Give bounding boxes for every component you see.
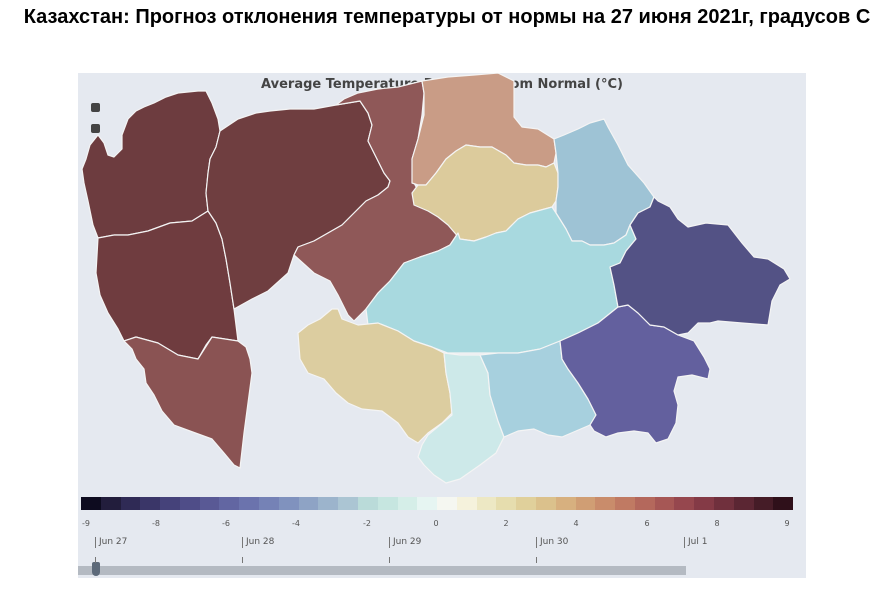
colorbar-swatch (278, 497, 299, 510)
colorbar-swatch (476, 497, 497, 510)
colorbar-swatch (694, 497, 714, 510)
colorbar-swatch (555, 497, 576, 510)
colorbar-swatch (377, 497, 398, 510)
page-title: Казахстан: Прогноз отклонения температур… (23, 6, 871, 28)
slider-date-label[interactable]: Jul 1 (684, 537, 707, 548)
colorbar-swatch (298, 497, 319, 510)
colorbar-swatch (357, 497, 378, 510)
colorbar-swatch (595, 497, 616, 510)
colorbar-tick-label: -4 (292, 519, 300, 528)
colorbar-swatch (179, 497, 200, 510)
colorbar-tick-label: -2 (363, 519, 371, 528)
colorbar-tick-label: 9 (784, 519, 790, 528)
choropleth-map (81, 73, 791, 484)
colorbar-swatch (318, 497, 339, 510)
slider-minor-tick (95, 557, 96, 563)
region-mangystau[interactable] (123, 336, 253, 469)
slider-minor-tick (389, 557, 390, 563)
colorbar (81, 497, 794, 510)
colorbar-swatch (733, 497, 754, 510)
colorbar-swatch (634, 497, 655, 510)
slider-date-label[interactable]: Jun 29 (389, 537, 421, 548)
colorbar-swatch (140, 497, 161, 510)
colorbar-tick-label: -9 (82, 519, 90, 528)
slider-date-label[interactable]: Jun 27 (95, 537, 127, 548)
colorbar-tick-label: 0 (433, 519, 439, 528)
colorbar-swatch (259, 497, 279, 510)
colorbar-swatch (239, 497, 260, 510)
colorbar-swatch (714, 497, 734, 510)
colorbar-swatch (199, 497, 220, 510)
colorbar-swatch (496, 497, 517, 510)
zoom-in-icon[interactable] (91, 103, 100, 112)
colorbar-tick-label: 4 (573, 519, 579, 528)
colorbar-swatch (338, 497, 358, 510)
slider-date-label[interactable]: Jun 30 (536, 537, 568, 548)
map-panel: Average Temperature Deviation from Norma… (78, 73, 806, 578)
colorbar-swatch (397, 497, 418, 510)
colorbar-swatch (753, 497, 774, 510)
region-east-kazakhstan[interactable] (609, 196, 791, 336)
colorbar-swatch (575, 497, 596, 510)
colorbar-swatch (773, 497, 794, 510)
colorbar-swatch (219, 497, 240, 510)
colorbar-swatch (456, 497, 477, 510)
slider-date-label[interactable]: Jun 28 (242, 537, 274, 548)
colorbar-swatch (160, 497, 180, 510)
zoom-out-icon[interactable] (91, 124, 100, 133)
colorbar-tick-label: 8 (714, 519, 720, 528)
slider-minor-tick (536, 557, 537, 563)
colorbar-swatch (535, 497, 556, 510)
colorbar-tick-label: -6 (222, 519, 230, 528)
colorbar-swatch (437, 497, 457, 510)
colorbar-swatch (615, 497, 635, 510)
colorbar-tick-label: 2 (503, 519, 509, 528)
colorbar-tick-label: -8 (152, 519, 160, 528)
colorbar-swatch (81, 497, 101, 510)
colorbar-swatch (516, 497, 536, 510)
slider-track[interactable] (78, 566, 686, 575)
colorbar-swatch (654, 497, 675, 510)
colorbar-swatch (100, 497, 121, 510)
slider-handle[interactable] (92, 562, 100, 576)
colorbar-swatch (417, 497, 438, 510)
colorbar-swatch (674, 497, 695, 510)
colorbar-tick-label: 6 (644, 519, 650, 528)
slider-minor-tick (242, 557, 243, 563)
colorbar-swatch (120, 497, 141, 510)
